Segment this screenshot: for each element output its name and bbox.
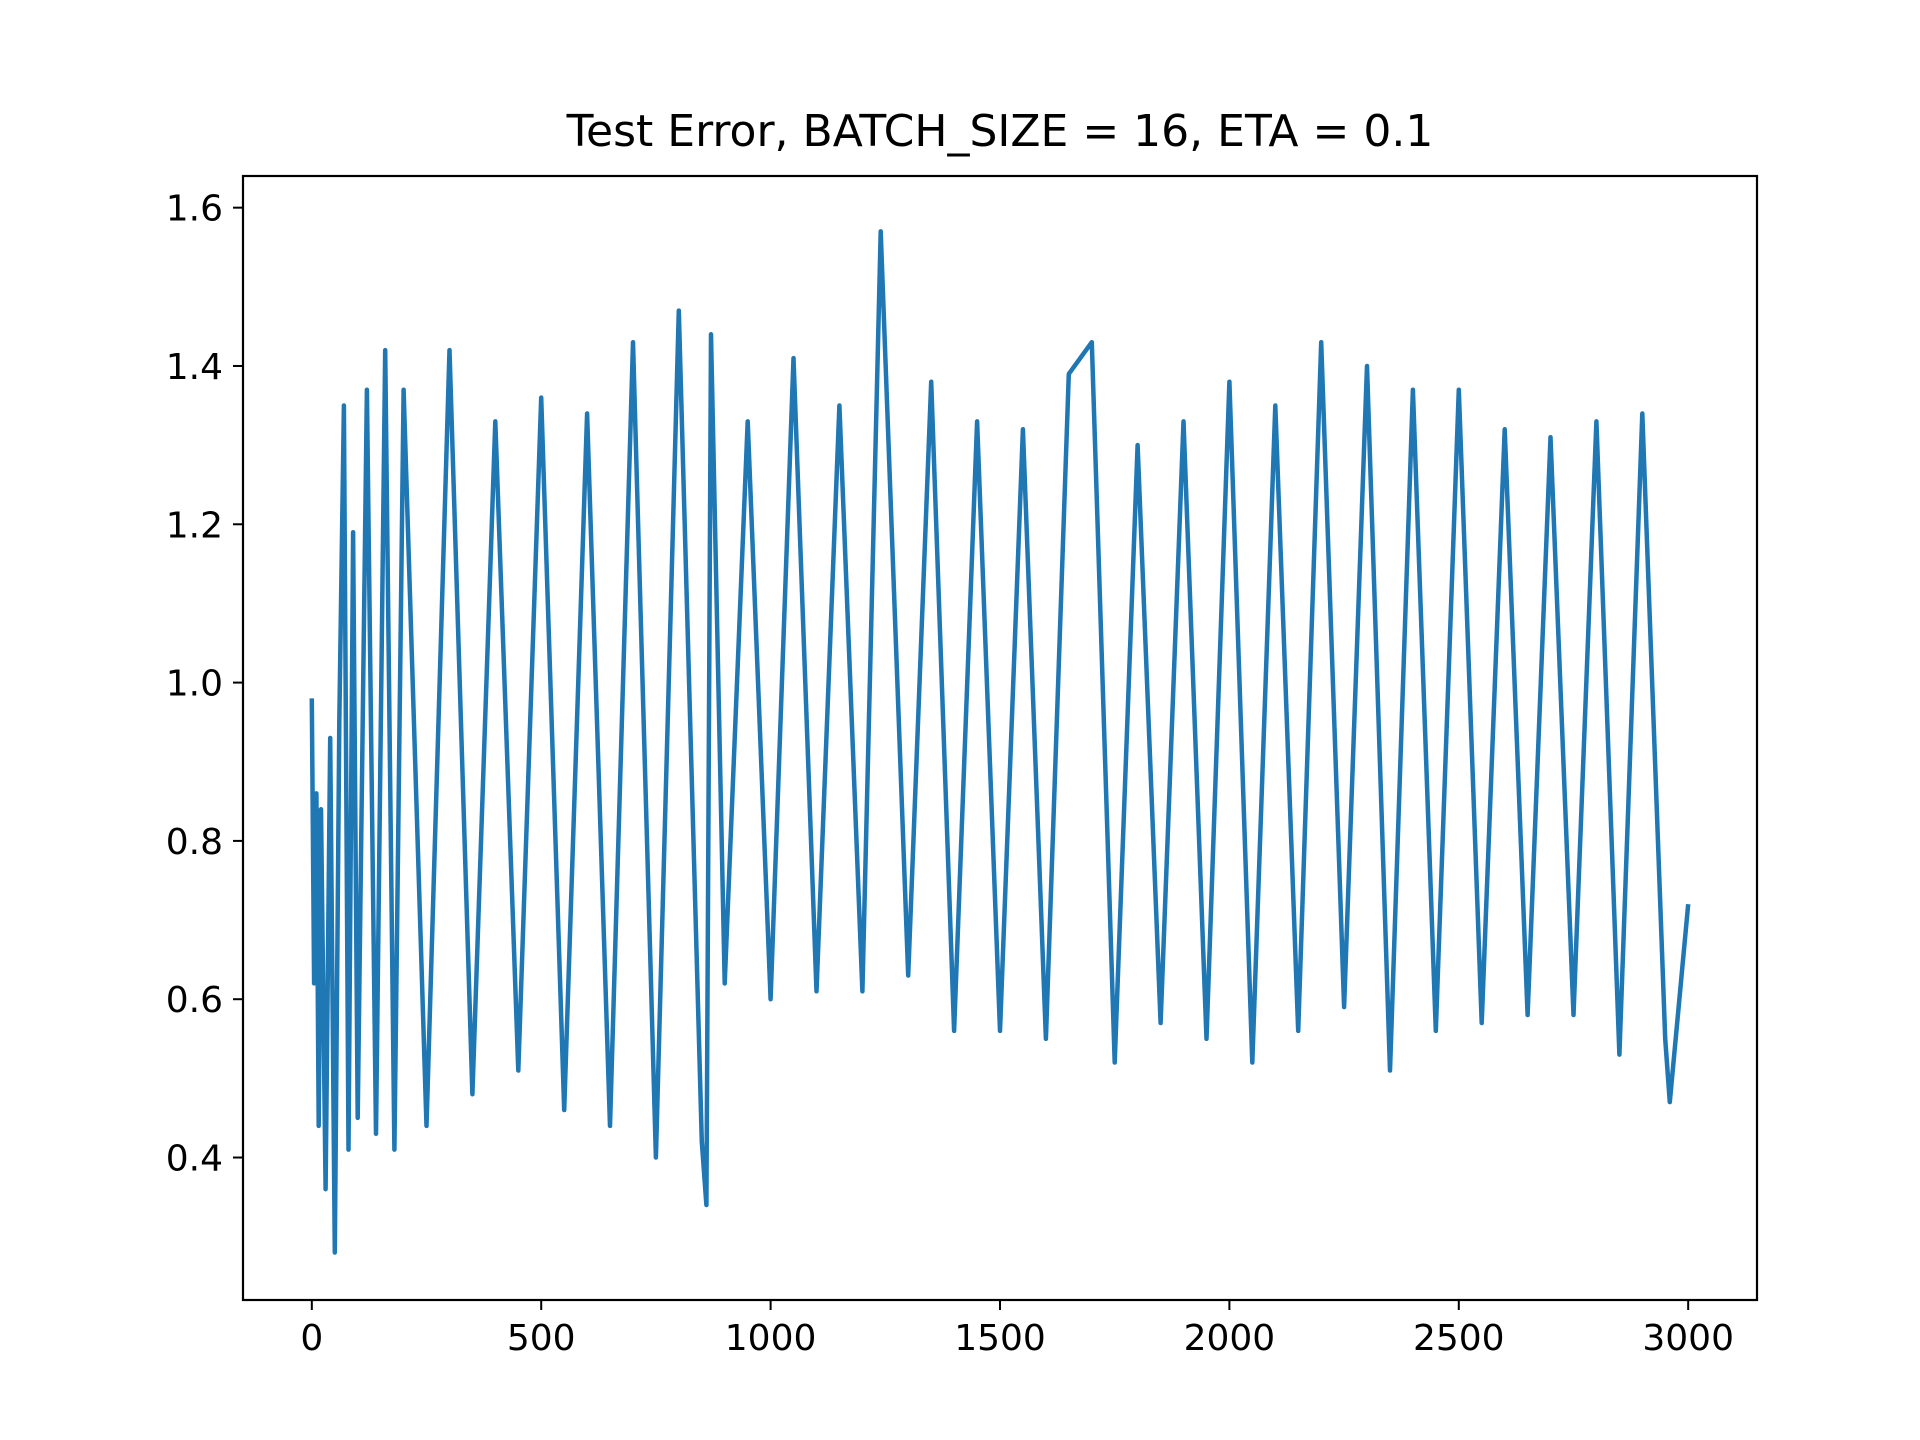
- y-tick-label: 1.6: [166, 189, 223, 230]
- x-tick-label: 1500: [954, 1318, 1046, 1359]
- x-tick-label: 0: [300, 1318, 323, 1359]
- y-tick-label: 0.6: [166, 980, 223, 1021]
- y-tick-label: 0.4: [166, 1139, 223, 1180]
- plot-frame: [241, 174, 1759, 1302]
- x-tick-label: 3000: [1642, 1318, 1734, 1359]
- x-tick-label: 2000: [1184, 1318, 1276, 1359]
- x-tick-label: 1000: [725, 1318, 817, 1359]
- chart-title: Test Error, BATCH_SIZE = 16, ETA = 0.1: [566, 106, 1434, 157]
- y-axis: 0.4 0.6 0.8 1.0 1.2 1.4 1.6: [166, 189, 243, 1180]
- x-tick-label: 500: [507, 1318, 576, 1359]
- y-tick-label: 0.8: [166, 822, 223, 863]
- x-tick-label: 2500: [1413, 1318, 1505, 1359]
- plot-series-group: [309, 229, 1691, 1255]
- x-axis: 0 500 1000 1500 2000 2500 3000: [300, 1300, 1734, 1359]
- y-tick-label: 1.4: [166, 347, 223, 388]
- y-tick-label: 1.0: [166, 664, 223, 705]
- series-line: [309, 229, 1691, 1255]
- y-tick-label: 1.2: [166, 505, 223, 546]
